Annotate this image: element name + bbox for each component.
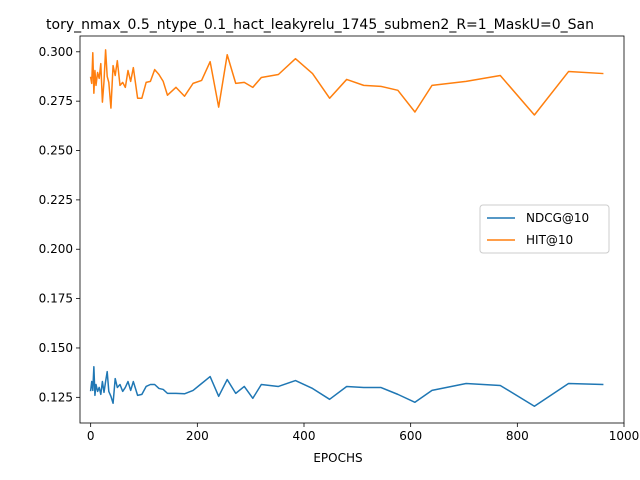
x-tick-label: 200 (186, 429, 209, 443)
legend-box (479, 204, 610, 254)
series-line-ndcg-10 (89, 365, 604, 407)
y-axis: 0.125 0.150 0.175 0.200 0.225 0.250 0.275 0.300 (39, 45, 80, 404)
chart-title: tory_nmax_0.5_ntype_0.1_hact_leakyrelu_1… (46, 17, 594, 33)
legend-label: HIT@10 (526, 233, 573, 247)
legend-label: NDCG@10 (526, 211, 589, 225)
x-tick-label: 800 (506, 429, 529, 443)
y-tick-label: 0.225 (39, 193, 73, 207)
axes-frame (79, 35, 625, 424)
plot-area: 0 200 400 600 800 1000 0.1250.1500.1750.2000.… (39, 35, 639, 443)
y-tick-label: 0.175 (39, 292, 73, 306)
x-tick-label: 400 (293, 429, 316, 443)
y-tick-label: 0.275 (39, 94, 73, 108)
x-axis-label: EPOCHS (313, 451, 362, 465)
series-layer (89, 49, 604, 407)
y-tick-label: 0.300 (39, 45, 73, 59)
y-tick-label: 0.150 (39, 341, 73, 355)
x-axis: 0 200 400 600 800 1000 (87, 423, 639, 443)
y-tick-label: 0.200 (39, 242, 73, 256)
series-line-hit-10 (89, 49, 604, 116)
x-tick-label: 0 (87, 429, 95, 443)
legend: NDCG@10 HIT@10 (479, 204, 610, 254)
x-tick-label: 600 (399, 429, 422, 443)
y-tick-label: 0.250 (39, 144, 73, 158)
y-tick-label: 0.125 (39, 390, 73, 404)
x-tick-label: 1000 (609, 429, 640, 443)
